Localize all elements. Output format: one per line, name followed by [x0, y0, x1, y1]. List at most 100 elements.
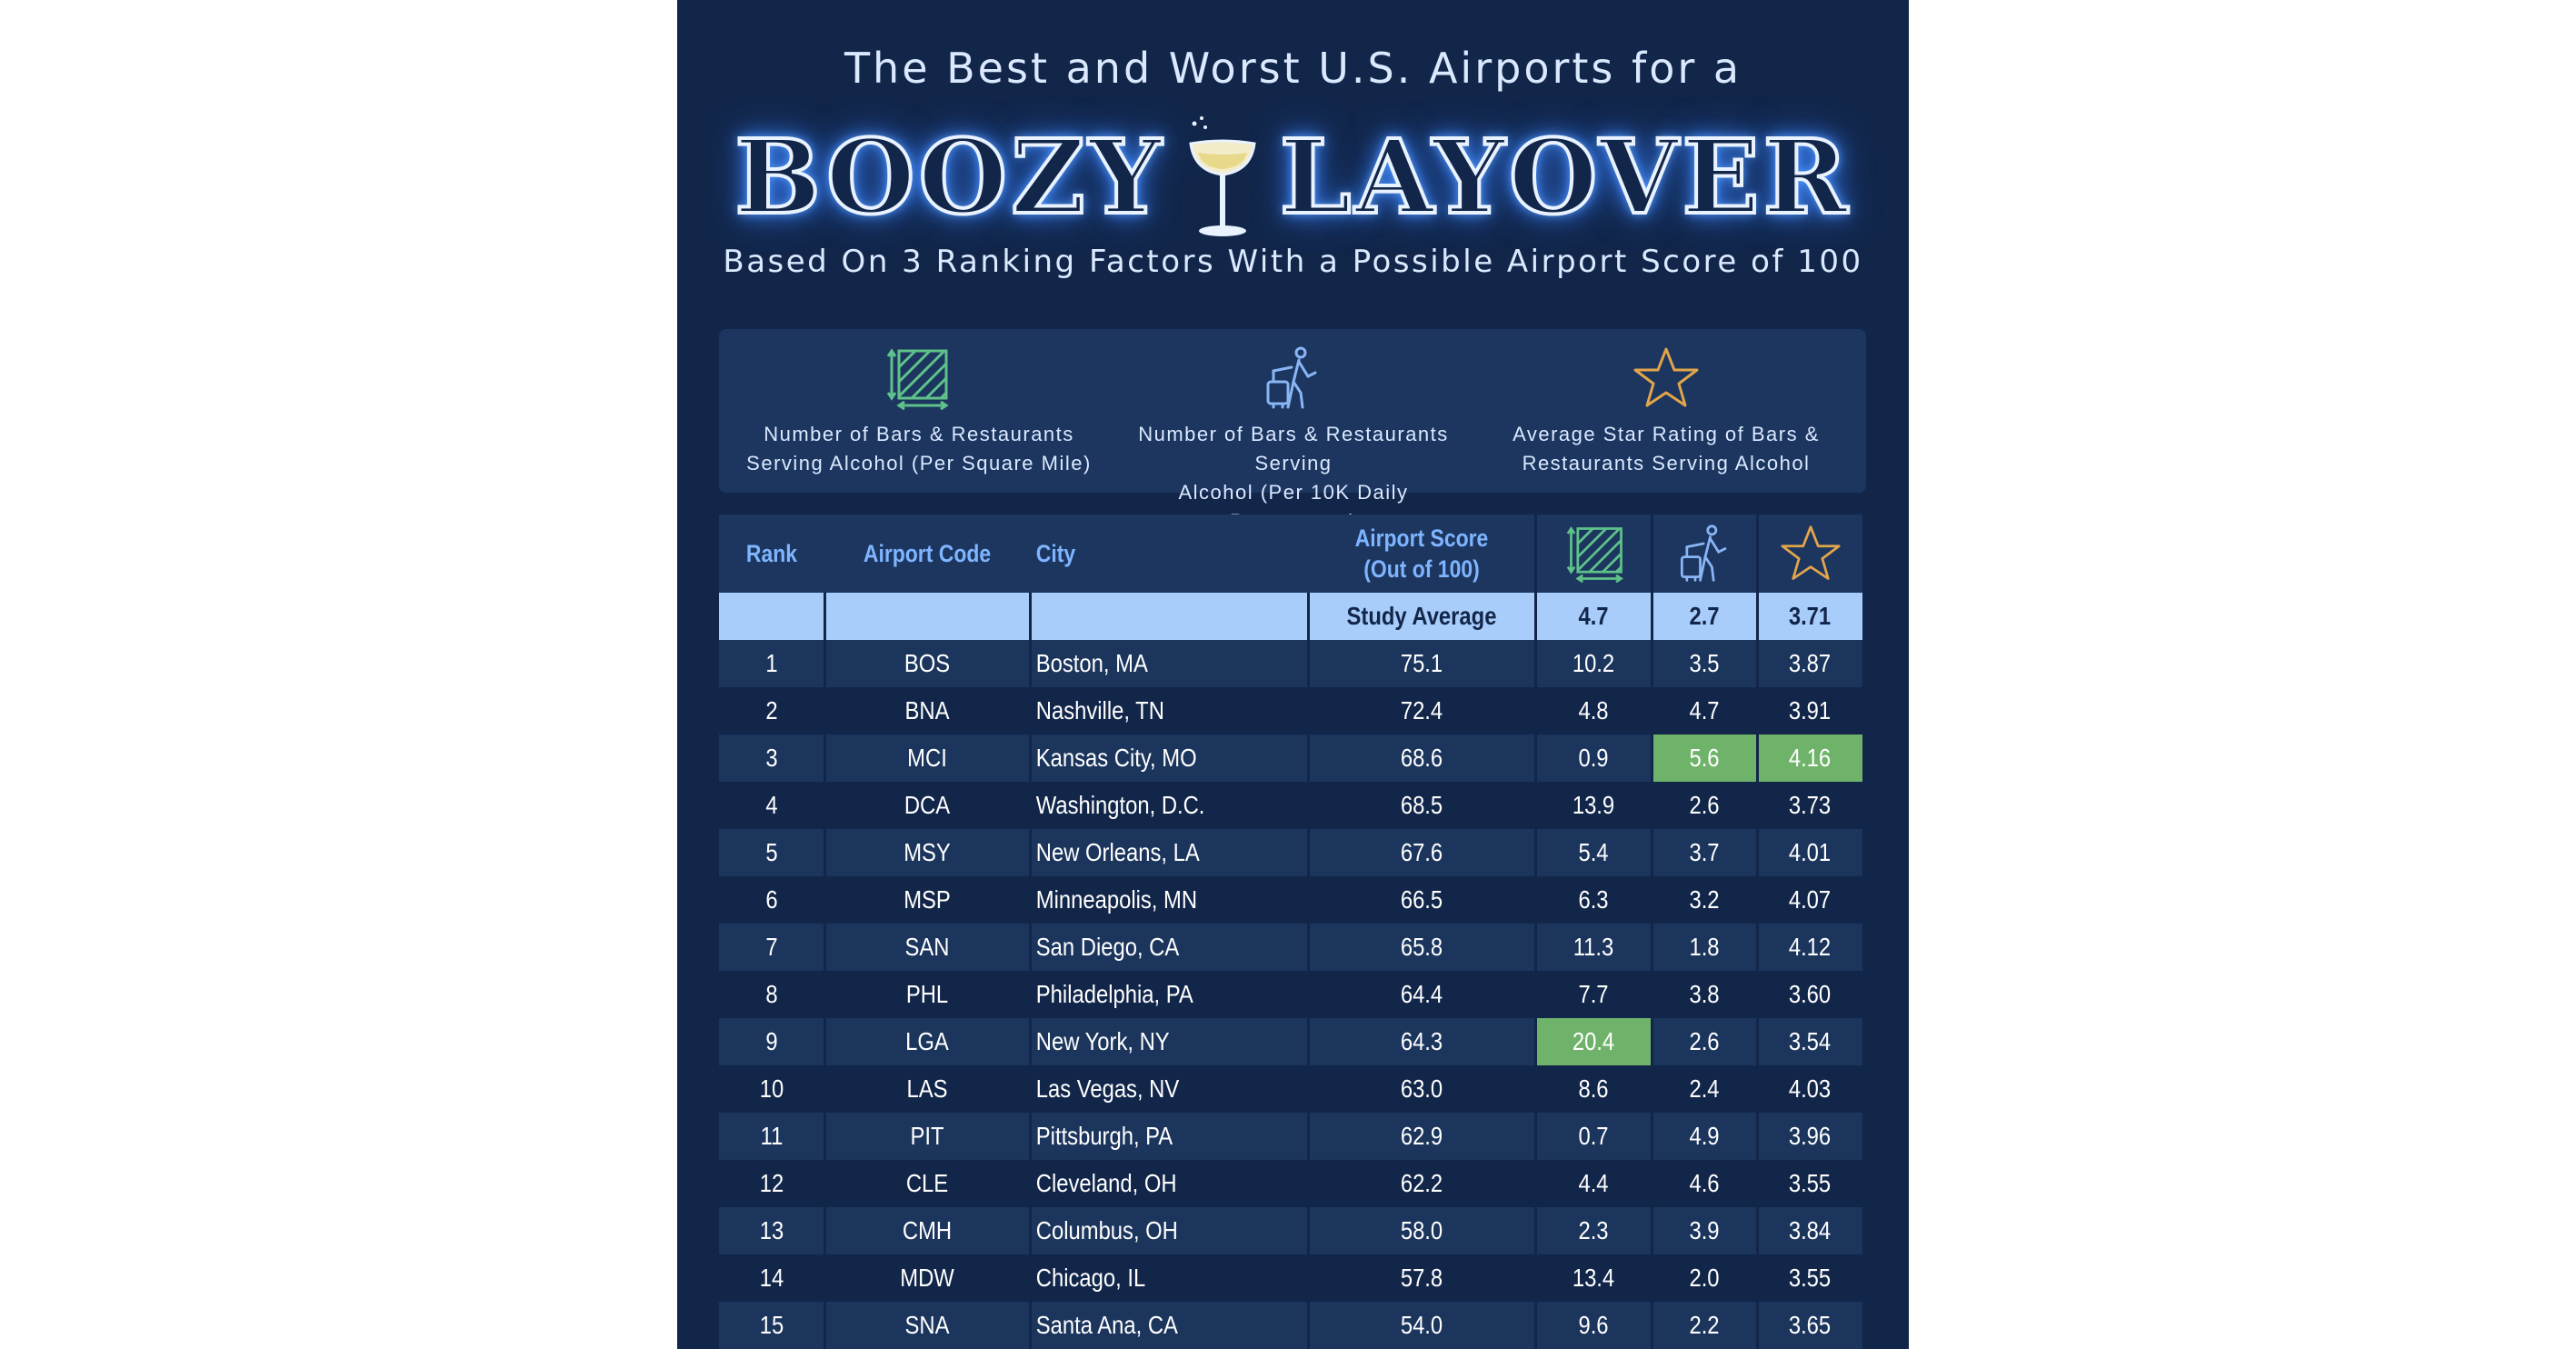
cell-score: 62.9	[1400, 1122, 1443, 1150]
table-row: 1 BOS Boston, MA 75.1 10.2 3.5 3.87	[719, 640, 1862, 687]
cell-score: 67.6	[1400, 838, 1443, 866]
cell-bars: 13.9	[1572, 791, 1615, 819]
cell-score: 64.4	[1400, 980, 1443, 1008]
table-row: 7 SAN San Diego, CA 65.8 11.3 1.8 4.12	[719, 924, 1862, 971]
cell-star: 3.84	[1788, 1216, 1832, 1244]
cell-code: DCA	[904, 791, 951, 819]
table-header-row: Rank Airport Code City Airport Score (Ou…	[719, 515, 1862, 593]
cell-bars: 20.4	[1572, 1027, 1615, 1055]
cell-pass: 3.2	[1689, 885, 1720, 914]
table-row: 10 LAS Las Vegas, NV 63.0 8.6 2.4 4.03	[719, 1065, 1862, 1113]
subtitle: Based On 3 Ranking Factors With a Possib…	[723, 244, 1863, 280]
cell-score: 72.4	[1400, 696, 1443, 724]
table-row: 5 MSY New Orleans, LA 67.6 5.4 3.7 4.01	[719, 829, 1862, 876]
cell-pass: 2.0	[1689, 1264, 1720, 1292]
cell-score: 57.8	[1400, 1264, 1443, 1292]
highlight-cell	[1535, 1018, 1652, 1065]
cell-bars: 5.4	[1578, 838, 1609, 866]
cell-code: LGA	[905, 1027, 949, 1055]
cell-score: 75.1	[1400, 649, 1443, 677]
cell-pass: 4.7	[1689, 696, 1720, 724]
cell-score: 64.3	[1400, 1027, 1443, 1055]
cell-bars: 0.9	[1578, 744, 1609, 772]
cell-bars: 10.2	[1572, 649, 1615, 677]
cell-bars: 2.3	[1578, 1216, 1609, 1244]
cell-star: 3.55	[1788, 1169, 1832, 1197]
cell-score: 58.0	[1400, 1216, 1443, 1244]
area-square-icon	[886, 348, 949, 411]
cell-code: CMH	[902, 1216, 953, 1244]
table-row: 2 BNA Nashville, TN 72.4 4.8 4.7 3.91	[719, 687, 1862, 734]
factor-bars-per-square-mile: Number of Bars & Restaurants Serving Alc…	[737, 345, 1101, 478]
cell-rank: 7	[765, 933, 778, 961]
table-row: 3 MCI Kansas City, MO 68.6 0.9 5.6 4.16	[719, 734, 1862, 782]
cell-city: Pittsburgh, PA	[1035, 1122, 1173, 1150]
cell-pass: 1.8	[1689, 933, 1720, 961]
cell-rank: 6	[765, 885, 778, 914]
cell-rank: 5	[765, 838, 778, 866]
cell-code: CLE	[905, 1169, 949, 1197]
cell-bars: 4.4	[1578, 1169, 1609, 1197]
cell-bars: 4.8	[1578, 696, 1609, 724]
cell-pass: 3.9	[1689, 1216, 1720, 1244]
table-row: 15 SNA Santa Ana, CA 54.0 9.6 2.2 3.65	[719, 1302, 1862, 1349]
cell-score: 68.6	[1400, 744, 1443, 772]
cell-code: MCI	[907, 744, 947, 772]
cell-city: Philadelphia, PA	[1035, 980, 1193, 1008]
headline: The Best and Worst U.S. Airports for a	[844, 44, 1742, 93]
table-row: 13 CMH Columbus, OH 58.0 2.3 3.9 3.84	[719, 1207, 1862, 1254]
cell-rank: 11	[760, 1122, 784, 1150]
cell-city: Las Vegas, NV	[1035, 1074, 1180, 1103]
area-square-icon	[1566, 526, 1623, 584]
average-star-value: 3.71	[1788, 602, 1832, 630]
cell-bars: 0.7	[1578, 1122, 1609, 1150]
cell-rank: 9	[765, 1027, 778, 1055]
cell-rank: 1	[765, 649, 778, 677]
cell-code: BNA	[904, 696, 950, 724]
cell-pass: 2.4	[1689, 1074, 1720, 1103]
cell-code: BOS	[904, 649, 951, 677]
table-row: 14 MDW Chicago, IL 57.8 13.4 2.0 3.55	[719, 1254, 1862, 1302]
cell-code: MDW	[900, 1264, 954, 1292]
cell-city: New Orleans, LA	[1035, 838, 1200, 866]
header-rank: Rank	[745, 540, 798, 567]
cell-rank: 12	[759, 1169, 784, 1197]
cell-star: 3.55	[1788, 1264, 1832, 1292]
ranking-factors-panel: Number of Bars & Restaurants Serving Alc…	[719, 329, 1866, 533]
cell-city: Santa Ana, CA	[1035, 1311, 1178, 1339]
cell-score: 65.8	[1400, 933, 1443, 961]
traveler-luggage-icon	[1266, 346, 1317, 409]
cell-rank: 3	[765, 744, 778, 772]
cell-score: 63.0	[1400, 1074, 1443, 1103]
cell-city: Minneapolis, MN	[1035, 885, 1198, 914]
cell-city: San Diego, CA	[1035, 933, 1180, 961]
cell-city: Columbus, OH	[1035, 1216, 1178, 1244]
cell-star: 3.65	[1788, 1311, 1832, 1339]
cell-star: 4.01	[1788, 838, 1832, 866]
cell-score: 68.5	[1400, 791, 1443, 819]
cell-star: 4.03	[1788, 1074, 1832, 1103]
factor-label: Number of Bars & Restaurants Serving Alc…	[1138, 423, 1449, 533]
title-right: LAYOVER	[1278, 116, 1852, 239]
table-row: 9 LGA New York, NY 64.3 20.4 2.6 3.54	[719, 1018, 1862, 1065]
factor-bars-per-passengers: Number of Bars & Restaurants Serving Alc…	[1112, 345, 1475, 536]
title: BOOZY LAYOVER	[677, 115, 1909, 239]
cell-code: SNA	[904, 1311, 950, 1339]
study-average-row: Study Average 4.7 2.7 3.71	[719, 593, 1862, 640]
header-airport-code: Airport Code	[863, 540, 992, 567]
cell-pass: 2.6	[1689, 1027, 1720, 1055]
header-airport-score: Airport Score (Out of 100)	[1354, 525, 1489, 583]
cell-rank: 2	[765, 696, 778, 724]
cell-star: 3.96	[1788, 1122, 1832, 1150]
cell-rank: 15	[759, 1311, 784, 1339]
cell-rank: 14	[759, 1264, 784, 1292]
cell-bars: 13.4	[1572, 1264, 1615, 1292]
cell-star: 3.73	[1788, 791, 1832, 819]
cocktail-glass-icon	[1189, 115, 1256, 236]
cell-bars: 9.6	[1578, 1311, 1609, 1339]
cell-city: Nashville, TN	[1035, 696, 1164, 724]
cell-code: MSY	[904, 838, 951, 866]
cell-star: 3.91	[1788, 696, 1832, 724]
cell-rank: 8	[765, 980, 778, 1008]
header-city: City	[1035, 540, 1076, 567]
